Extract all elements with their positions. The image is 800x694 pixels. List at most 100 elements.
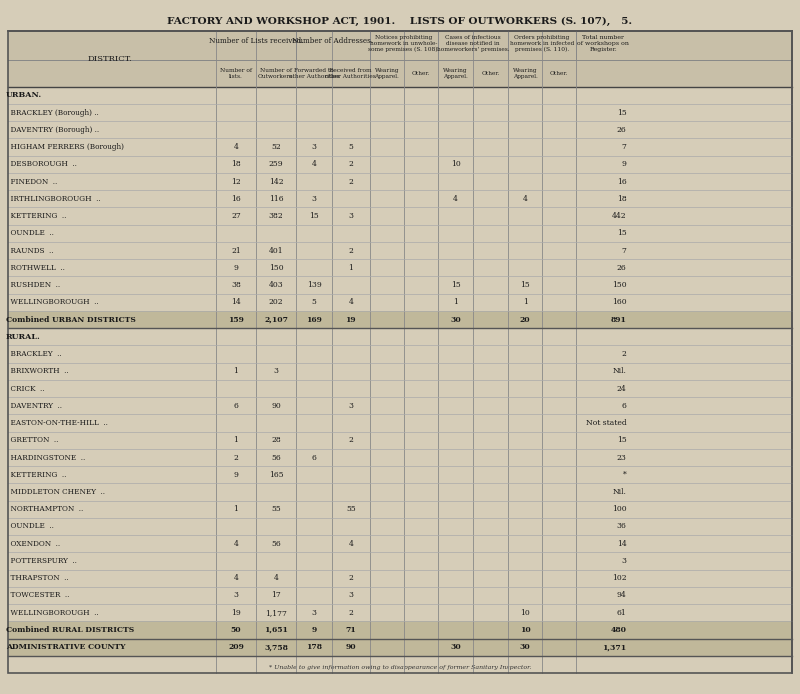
Text: 159: 159 [228,316,244,323]
Text: 4: 4 [348,540,354,548]
Text: Number of
Outworkers.: Number of Outworkers. [258,68,294,78]
Text: 2: 2 [348,574,354,582]
Text: 178: 178 [306,643,322,651]
Text: 94: 94 [617,591,626,600]
Text: 1,177: 1,177 [265,609,287,617]
Text: 165: 165 [269,471,283,479]
Text: 1: 1 [453,298,458,306]
Text: 3: 3 [311,195,317,203]
Text: NORTHAMPTON  ..: NORTHAMPTON .. [6,505,83,514]
Text: 90: 90 [346,643,356,651]
Text: Not stated: Not stated [586,419,626,427]
Text: 1,371: 1,371 [602,643,626,651]
Text: 5: 5 [348,143,354,151]
Text: 3: 3 [348,212,354,220]
Text: Notices prohibiting
homework in unwhole-
some premises (S. 108).: Notices prohibiting homework in unwhole-… [368,35,440,52]
Text: BRACKLEY  ..: BRACKLEY .. [6,350,62,358]
Text: 4: 4 [311,160,317,169]
Text: 116: 116 [269,195,283,203]
Text: HIGHAM FERRERS (Borough): HIGHAM FERRERS (Borough) [6,143,123,151]
Text: 2: 2 [348,178,354,185]
Text: OXENDON  ..: OXENDON .. [6,540,60,548]
Text: 3: 3 [311,143,317,151]
Text: 169: 169 [306,316,322,323]
Text: GRETTON  ..: GRETTON .. [6,437,58,444]
Text: 1,651: 1,651 [264,626,288,634]
Text: Wearing
Apparel.: Wearing Apparel. [513,68,538,78]
Text: EASTON-ON-THE-HILL  ..: EASTON-ON-THE-HILL .. [6,419,107,427]
Text: 15: 15 [617,109,626,117]
Text: Other.: Other. [481,71,500,76]
Text: 100: 100 [612,505,626,514]
Text: 202: 202 [269,298,283,306]
Text: DAVENTRY (Borough) ..: DAVENTRY (Borough) .. [6,126,98,134]
Text: 21: 21 [231,246,241,255]
Text: Orders prohibiting
homework in infected
premises (S. 110).: Orders prohibiting homework in infected … [510,35,574,52]
Text: 4: 4 [234,574,238,582]
Text: 16: 16 [231,195,241,203]
Text: 20: 20 [520,316,530,323]
Text: Wearing
Apparel.: Wearing Apparel. [443,68,468,78]
Text: Forwarded to
other Authorities: Forwarded to other Authorities [289,68,339,78]
Text: 4: 4 [274,574,278,582]
Text: 1: 1 [234,367,238,375]
Text: 4: 4 [234,143,238,151]
Text: 1: 1 [348,264,354,272]
Text: 18: 18 [617,195,626,203]
Text: MIDDLETON CHENEY  ..: MIDDLETON CHENEY .. [6,488,105,496]
Text: FINEDON  ..: FINEDON .. [6,178,57,185]
Text: Combined RURAL DISTRICTS: Combined RURAL DISTRICTS [6,626,134,634]
Text: CRICK  ..: CRICK .. [6,384,44,393]
Text: 30: 30 [450,643,461,651]
Text: 160: 160 [612,298,626,306]
Text: * Unable to give information owing to disappearance of former Sanitary Inspector: * Unable to give information owing to di… [269,665,531,670]
Text: DESBOROUGH  ..: DESBOROUGH .. [6,160,77,169]
Text: OUNDLE  ..: OUNDLE .. [6,523,54,530]
Text: 15: 15 [450,281,461,289]
Text: 90: 90 [271,402,281,409]
Text: 61: 61 [617,609,626,617]
Text: 18: 18 [231,160,241,169]
Text: Other.: Other. [550,71,569,76]
Text: 3: 3 [348,591,354,600]
Text: Total number
of workshops on
Register.: Total number of workshops on Register. [578,35,629,51]
Text: 3: 3 [311,609,317,617]
Text: 14: 14 [617,540,626,548]
Text: Cases of infectious
disease notified in
homeworkers' premises.: Cases of infectious disease notified in … [437,35,510,51]
Text: 10: 10 [520,609,530,617]
Text: 56: 56 [271,453,281,462]
Text: 891: 891 [610,316,626,323]
Text: 10: 10 [520,626,530,634]
Text: 480: 480 [610,626,626,634]
Text: ROTHWELL  ..: ROTHWELL .. [6,264,65,272]
Text: THRAPSTON  ..: THRAPSTON .. [6,574,68,582]
Text: Number of Addresses.: Number of Addresses. [292,37,374,44]
Text: DISTRICT.: DISTRICT. [88,55,132,63]
Text: ADMINISTRATIVE COUNTY: ADMINISTRATIVE COUNTY [6,643,125,651]
Text: BRACKLEY (Borough) ..: BRACKLEY (Borough) .. [6,109,98,117]
Text: 2,107: 2,107 [264,316,288,323]
Text: 5: 5 [311,298,317,306]
Text: Nil.: Nil. [613,488,626,496]
Text: 10: 10 [450,160,461,169]
Text: 442: 442 [612,212,626,220]
Text: 150: 150 [612,281,626,289]
Text: 2: 2 [348,437,354,444]
Text: 9: 9 [234,471,238,479]
Text: 403: 403 [269,281,283,289]
Text: 7: 7 [622,143,626,151]
Text: WELLINGBOROUGH  ..: WELLINGBOROUGH .. [6,609,98,617]
Text: 14: 14 [231,298,241,306]
Text: 401: 401 [269,246,283,255]
Text: 15: 15 [617,229,626,237]
Text: Number of
lists.: Number of lists. [220,68,252,78]
Text: OUNDLE  ..: OUNDLE .. [6,229,54,237]
Text: 16: 16 [617,178,626,185]
Text: Number of Lists received.: Number of Lists received. [209,37,303,44]
Text: 52: 52 [271,143,281,151]
Text: 23: 23 [617,453,626,462]
Text: 55: 55 [271,505,281,514]
Text: 7: 7 [622,246,626,255]
Text: 17: 17 [271,591,281,600]
Text: Wearing
Apparel.: Wearing Apparel. [374,68,399,78]
